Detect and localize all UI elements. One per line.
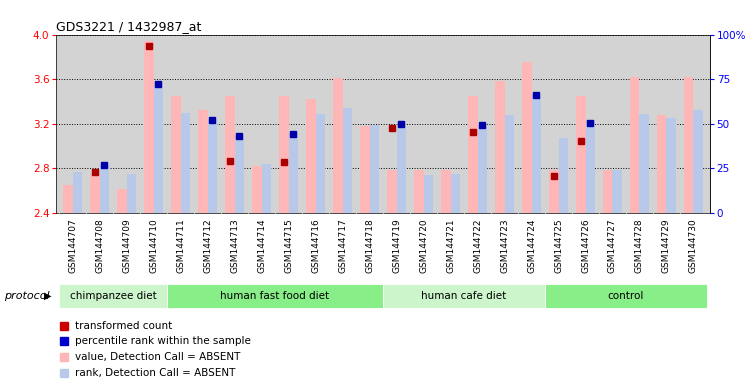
Bar: [342, 108, 352, 213]
Bar: [576, 96, 586, 213]
Text: GSM144728: GSM144728: [635, 218, 644, 273]
Text: GSM144717: GSM144717: [338, 218, 347, 273]
Text: GSM144713: GSM144713: [230, 218, 239, 273]
Text: GSM144729: GSM144729: [662, 218, 671, 273]
Text: GSM144710: GSM144710: [149, 218, 158, 273]
Text: GSM144712: GSM144712: [203, 218, 212, 273]
Text: percentile rank within the sample: percentile rank within the sample: [75, 336, 252, 346]
Text: transformed count: transformed count: [75, 321, 173, 331]
Text: GSM144708: GSM144708: [95, 218, 104, 273]
Bar: [522, 63, 532, 213]
Bar: [657, 115, 666, 213]
Text: GSM144719: GSM144719: [392, 218, 401, 273]
Text: GSM144711: GSM144711: [176, 218, 185, 273]
Bar: [90, 174, 100, 213]
Bar: [153, 83, 163, 213]
Bar: [306, 99, 315, 213]
Bar: [59, 284, 167, 308]
Bar: [126, 174, 136, 213]
Bar: [369, 125, 379, 213]
Text: GSM144714: GSM144714: [257, 218, 266, 273]
Bar: [693, 111, 703, 213]
Bar: [559, 138, 569, 213]
Bar: [117, 189, 126, 213]
Bar: [549, 170, 559, 213]
Bar: [613, 170, 623, 213]
Bar: [630, 77, 640, 213]
Text: GSM144724: GSM144724: [527, 218, 536, 273]
Bar: [333, 78, 342, 213]
Text: GSM144707: GSM144707: [68, 218, 77, 273]
Bar: [170, 96, 180, 213]
Bar: [495, 81, 505, 213]
Text: GSM144723: GSM144723: [500, 218, 509, 273]
Text: GSM144720: GSM144720: [419, 218, 428, 273]
Bar: [683, 77, 693, 213]
Text: rank, Detection Call = ABSENT: rank, Detection Call = ABSENT: [75, 367, 236, 377]
Bar: [640, 114, 649, 213]
Bar: [468, 96, 478, 213]
Text: GSM144715: GSM144715: [284, 218, 293, 273]
Bar: [73, 172, 83, 213]
Bar: [441, 170, 451, 213]
Text: GDS3221 / 1432987_at: GDS3221 / 1432987_at: [56, 20, 202, 33]
Text: protocol: protocol: [4, 291, 50, 301]
Bar: [143, 41, 153, 213]
Bar: [505, 115, 514, 213]
Text: ▶: ▶: [44, 291, 51, 301]
Text: GSM144726: GSM144726: [581, 218, 590, 273]
Text: human cafe diet: human cafe diet: [421, 291, 507, 301]
Text: value, Detection Call = ABSENT: value, Detection Call = ABSENT: [75, 352, 241, 362]
Bar: [261, 164, 271, 213]
Bar: [387, 170, 397, 213]
Bar: [532, 94, 541, 213]
Bar: [666, 118, 676, 213]
Text: GSM144721: GSM144721: [446, 218, 455, 273]
Bar: [424, 175, 433, 213]
Text: GSM144725: GSM144725: [554, 218, 563, 273]
Text: GSM144727: GSM144727: [608, 218, 617, 273]
Bar: [167, 284, 383, 308]
Bar: [288, 133, 298, 213]
Bar: [225, 96, 234, 213]
Text: control: control: [608, 291, 644, 301]
Bar: [603, 170, 613, 213]
Bar: [451, 174, 460, 213]
Text: GSM144709: GSM144709: [122, 218, 131, 273]
Text: GSM144718: GSM144718: [365, 218, 374, 273]
Bar: [180, 113, 190, 213]
Bar: [279, 96, 288, 213]
Bar: [478, 126, 487, 213]
Bar: [545, 284, 707, 308]
Bar: [586, 121, 596, 213]
Text: chimpanzee diet: chimpanzee diet: [70, 291, 156, 301]
Bar: [198, 111, 207, 213]
Text: human fast food diet: human fast food diet: [221, 291, 330, 301]
Text: GSM144716: GSM144716: [311, 218, 320, 273]
Bar: [234, 136, 244, 213]
Bar: [414, 170, 424, 213]
Bar: [63, 185, 73, 213]
Bar: [100, 164, 109, 213]
Bar: [360, 126, 369, 213]
Bar: [207, 121, 217, 213]
Text: GSM144722: GSM144722: [473, 218, 482, 273]
Text: GSM144730: GSM144730: [689, 218, 698, 273]
Bar: [397, 126, 406, 213]
Bar: [383, 284, 545, 308]
Bar: [252, 166, 261, 213]
Bar: [315, 114, 325, 213]
